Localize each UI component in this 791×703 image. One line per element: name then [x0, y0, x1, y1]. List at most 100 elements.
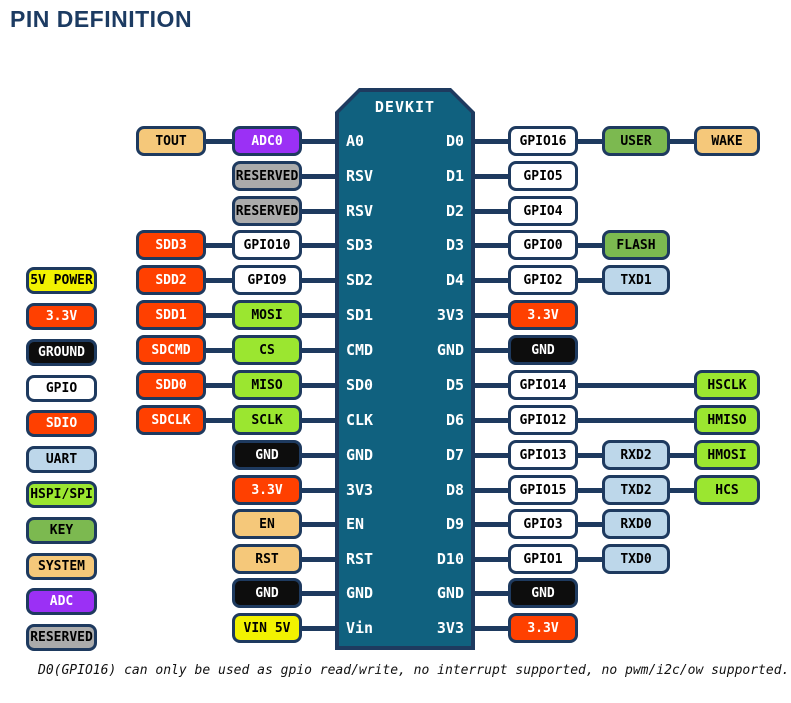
chip-pin-d3: D3 — [445, 236, 464, 254]
wire — [302, 209, 335, 214]
wire — [206, 243, 232, 248]
func-box-gpio9: GPIO9 — [232, 265, 302, 295]
chip-pin-rsv: RSV — [346, 167, 374, 185]
chip-pin-clk: CLK — [346, 411, 374, 429]
func-box-sclk: SCLK — [232, 405, 302, 435]
wire — [206, 313, 232, 318]
wire — [302, 174, 335, 179]
wire — [475, 278, 508, 283]
legend-item-hspi-spi: HSPI/SPI — [26, 481, 97, 508]
func-box-gnd-right-2: GND — [508, 578, 578, 608]
wire — [578, 453, 602, 458]
func-box-sdd0: SDD0 — [136, 370, 206, 400]
legend-item-sdio: SDIO — [26, 410, 97, 437]
func-box-txd0: TXD0 — [602, 544, 670, 574]
func-box-gpio13: GPIO13 — [508, 440, 578, 470]
wire — [578, 488, 602, 493]
func-box-cs: CS — [232, 335, 302, 365]
func-box-3v3-right-2: 3.3V — [508, 613, 578, 643]
chip-pin-sd1: SD1 — [346, 306, 374, 324]
func-box-miso: MISO — [232, 370, 302, 400]
func-box-wake: WAKE — [694, 126, 760, 156]
legend-item-key: KEY — [26, 517, 97, 544]
func-box-gpio5: GPIO5 — [508, 161, 578, 191]
wire — [475, 174, 508, 179]
wire — [302, 522, 335, 527]
func-box-txd2: TXD2 — [602, 475, 670, 505]
func-box-3v3-left: 3.3V — [232, 475, 302, 505]
footnote: D0(GPIO16) can only be used as gpio read… — [38, 663, 790, 678]
wire — [206, 418, 232, 423]
chip-pin-sd3: SD3 — [346, 236, 374, 254]
func-box-flash: FLASH — [602, 230, 670, 260]
wire — [475, 209, 508, 214]
chip-pin-d2: D2 — [445, 202, 464, 220]
chip-pin-d0: D0 — [445, 132, 464, 150]
devkit-chip: DEVKIT A0 RSV RSV SD3 SD2 SD1 CMD SD0 CL… — [335, 88, 475, 650]
chip-pin-d4: D4 — [445, 271, 464, 289]
legend-item-gpio: GPIO — [26, 375, 97, 402]
func-box-adc0: ADC0 — [232, 126, 302, 156]
func-box-en: EN — [232, 509, 302, 539]
func-box-3v3-right: 3.3V — [508, 300, 578, 330]
wire — [302, 243, 335, 248]
chip-pin-gnd: GND — [436, 341, 464, 359]
wire — [206, 348, 232, 353]
chip-pin-vin: Vin — [346, 619, 374, 637]
chip-title: DEVKIT — [374, 98, 436, 116]
chip-pin-rst: RST — [346, 550, 374, 568]
chip-pin-d6: D6 — [445, 411, 464, 429]
func-box-gpio10: GPIO10 — [232, 230, 302, 260]
wire — [578, 557, 602, 562]
func-box-gpio3: GPIO3 — [508, 509, 578, 539]
func-box-sdd2: SDD2 — [136, 265, 206, 295]
wire — [670, 139, 694, 144]
wire — [670, 453, 694, 458]
chip-pin-d5: D5 — [445, 376, 464, 394]
wire — [302, 557, 335, 562]
chip-pin-a0: A0 — [346, 132, 365, 150]
func-box-gpio1: GPIO1 — [508, 544, 578, 574]
func-box-mosi: MOSI — [232, 300, 302, 330]
wire — [475, 488, 508, 493]
legend-item-reserved: RESERVED — [26, 624, 97, 651]
func-box-gnd-left: GND — [232, 440, 302, 470]
legend-item-5v-power: 5V POWER — [26, 267, 97, 294]
wire — [302, 348, 335, 353]
func-box-gpio4: GPIO4 — [508, 196, 578, 226]
func-box-gpio14: GPIO14 — [508, 370, 578, 400]
chip-pin-3v3: 3V3 — [346, 481, 374, 499]
wire — [302, 313, 335, 318]
page-title: PIN DEFINITION — [10, 6, 193, 32]
chip-pin-sd0: SD0 — [346, 376, 374, 394]
func-box-vin-5v: VIN 5V — [232, 613, 302, 643]
wire — [302, 453, 335, 458]
wire — [302, 488, 335, 493]
func-box-sdclk: SDCLK — [136, 405, 206, 435]
wire — [302, 278, 335, 283]
chip-pin-gnd: GND — [346, 446, 374, 464]
func-box-gnd-right: GND — [508, 335, 578, 365]
wire — [475, 313, 508, 318]
func-box-user: USER — [602, 126, 670, 156]
func-box-hmiso: HMISO — [694, 405, 760, 435]
wire — [578, 243, 602, 248]
func-box-rxd2: RXD2 — [602, 440, 670, 470]
wire — [475, 522, 508, 527]
wire — [475, 348, 508, 353]
func-box-gpio0: GPIO0 — [508, 230, 578, 260]
wire — [578, 278, 602, 283]
wire — [578, 418, 694, 423]
func-box-sdd3: SDD3 — [136, 230, 206, 260]
wire — [302, 418, 335, 423]
legend-item-adc: ADC — [26, 588, 97, 615]
wire — [206, 139, 232, 144]
wire — [578, 383, 694, 388]
chip-pin-en: EN — [346, 515, 365, 533]
chip-pin-sd2: SD2 — [346, 271, 374, 289]
wire — [475, 243, 508, 248]
func-box-gpio15: GPIO15 — [508, 475, 578, 505]
legend-item-uart: UART — [26, 446, 97, 473]
func-box-gnd-left-2: GND — [232, 578, 302, 608]
